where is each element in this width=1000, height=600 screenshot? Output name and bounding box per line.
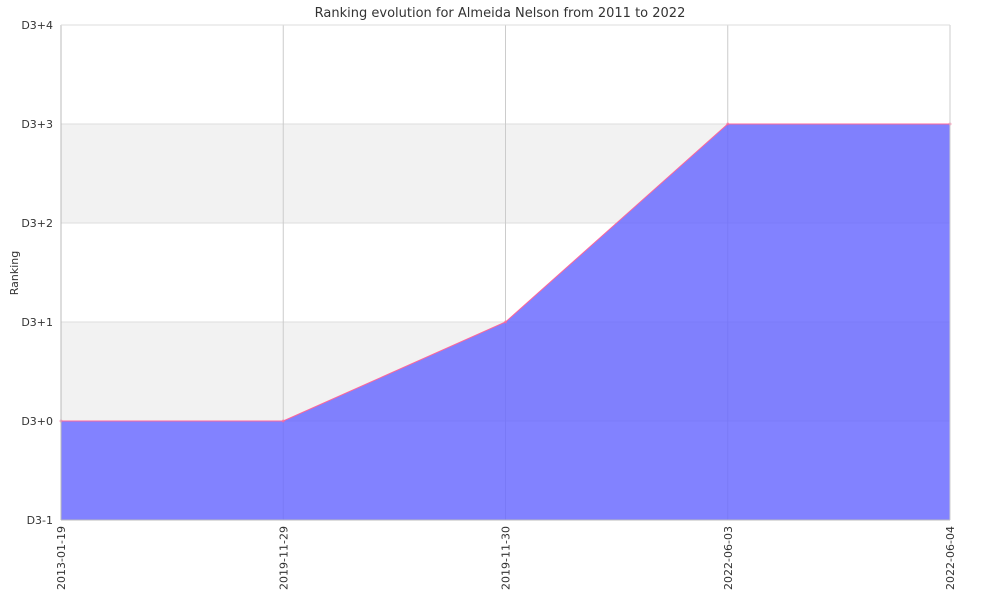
area-layer — [59, 122, 952, 520]
y-tick-label: D3+1 — [21, 316, 53, 329]
y-tick-label: D3-1 — [27, 514, 53, 527]
y-tick-label: D3+3 — [21, 118, 53, 131]
y-tick-label: D3+0 — [21, 415, 53, 428]
y-axis-label: Ranking — [8, 251, 21, 296]
y-tick-label: D3+2 — [21, 217, 53, 230]
data-point — [726, 122, 730, 126]
tick-labels: D3-1 D3+0 D3+1 D3+2 D3+3 D3+4 2013-01-19 2019-1… — [21, 19, 957, 590]
x-tick-label: 2022-06-03 — [722, 526, 735, 590]
axes — [60, 24, 951, 521]
x-tick-label: 2013-01-19 — [55, 526, 68, 590]
x-tick-label: 2019-11-30 — [500, 526, 513, 590]
data-point — [504, 320, 507, 324]
chart-title: Ranking evolution for Almeida Nelson fro… — [315, 6, 686, 21]
data-point — [281, 419, 285, 423]
x-tick-label: 2019-11-29 — [277, 526, 290, 590]
x-tick-label: 2022-06-04 — [944, 526, 957, 590]
y-tick-label: D3+4 — [21, 19, 53, 32]
